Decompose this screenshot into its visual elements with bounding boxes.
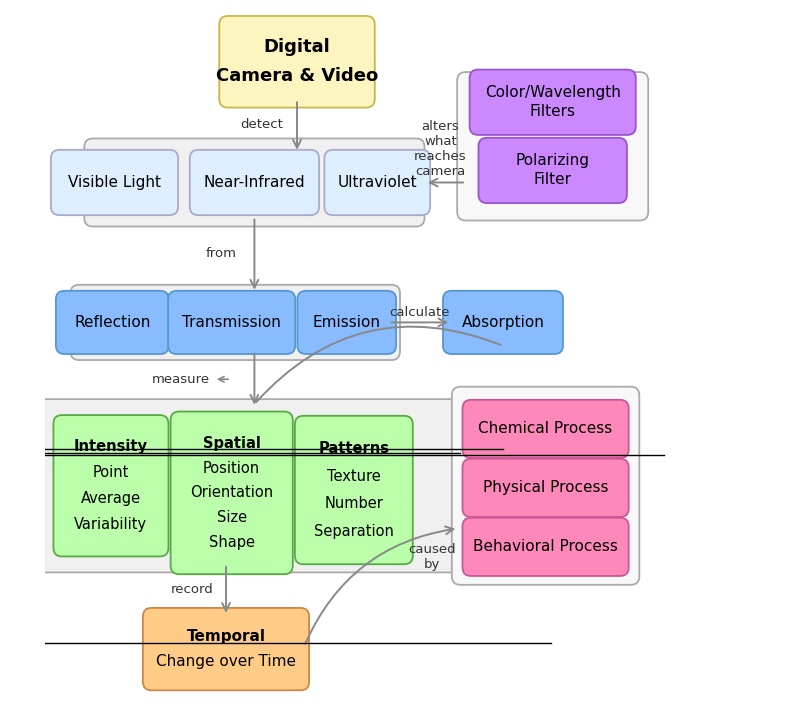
Text: Number: Number [324,496,383,511]
Text: measure: measure [151,373,210,386]
FancyBboxPatch shape [462,518,629,576]
Text: calculate: calculate [390,306,450,319]
FancyBboxPatch shape [298,291,396,354]
Text: Behavioral Process: Behavioral Process [473,539,618,554]
Text: Ultraviolet: Ultraviolet [338,175,417,190]
Text: Spatial: Spatial [202,436,261,451]
Text: caused
by: caused by [408,543,456,571]
FancyBboxPatch shape [143,608,309,690]
FancyBboxPatch shape [470,70,636,135]
Text: detect: detect [240,118,283,131]
FancyBboxPatch shape [170,411,293,574]
FancyBboxPatch shape [457,72,648,220]
Text: Filters: Filters [530,104,576,119]
Text: Polarizing: Polarizing [516,153,590,168]
Text: Point: Point [93,466,129,481]
Text: Filter: Filter [534,173,572,188]
Text: Intensity: Intensity [74,439,148,454]
FancyBboxPatch shape [452,386,639,585]
FancyBboxPatch shape [443,291,563,354]
FancyBboxPatch shape [31,399,478,573]
Text: Color/Wavelength: Color/Wavelength [485,86,621,101]
FancyBboxPatch shape [478,138,627,203]
FancyBboxPatch shape [54,415,169,556]
FancyBboxPatch shape [462,458,629,517]
Text: Reflection: Reflection [74,315,150,330]
Text: Temporal: Temporal [186,629,266,644]
Text: Change over Time: Change over Time [156,655,296,670]
FancyBboxPatch shape [462,400,629,458]
Text: Patterns: Patterns [318,441,390,456]
FancyBboxPatch shape [168,291,295,354]
FancyBboxPatch shape [51,150,178,215]
Text: Separation: Separation [314,524,394,539]
Text: Variability: Variability [74,517,147,533]
FancyBboxPatch shape [190,150,319,215]
FancyBboxPatch shape [324,150,430,215]
Text: Shape: Shape [209,535,254,550]
Text: Position: Position [203,461,260,476]
Text: Size: Size [217,510,246,525]
Text: Near-Infrared: Near-Infrared [203,175,306,190]
Text: Digital: Digital [264,39,330,56]
Text: Emission: Emission [313,315,381,330]
Text: alters
what
reaches
camera: alters what reaches camera [414,120,466,178]
FancyBboxPatch shape [84,138,425,227]
FancyBboxPatch shape [70,284,400,360]
Text: Transmission: Transmission [182,315,281,330]
FancyBboxPatch shape [295,416,413,564]
Text: from: from [206,247,237,260]
Text: Average: Average [81,491,141,506]
Text: Chemical Process: Chemical Process [478,421,613,436]
FancyBboxPatch shape [219,16,374,108]
Text: Camera & Video: Camera & Video [216,67,378,86]
Text: Absorption: Absorption [462,315,545,330]
Text: Physical Process: Physical Process [483,481,608,496]
Text: record: record [170,583,214,596]
Text: Orientation: Orientation [190,486,274,501]
FancyBboxPatch shape [56,291,169,354]
Text: Visible Light: Visible Light [68,175,161,190]
Text: Texture: Texture [327,468,381,484]
